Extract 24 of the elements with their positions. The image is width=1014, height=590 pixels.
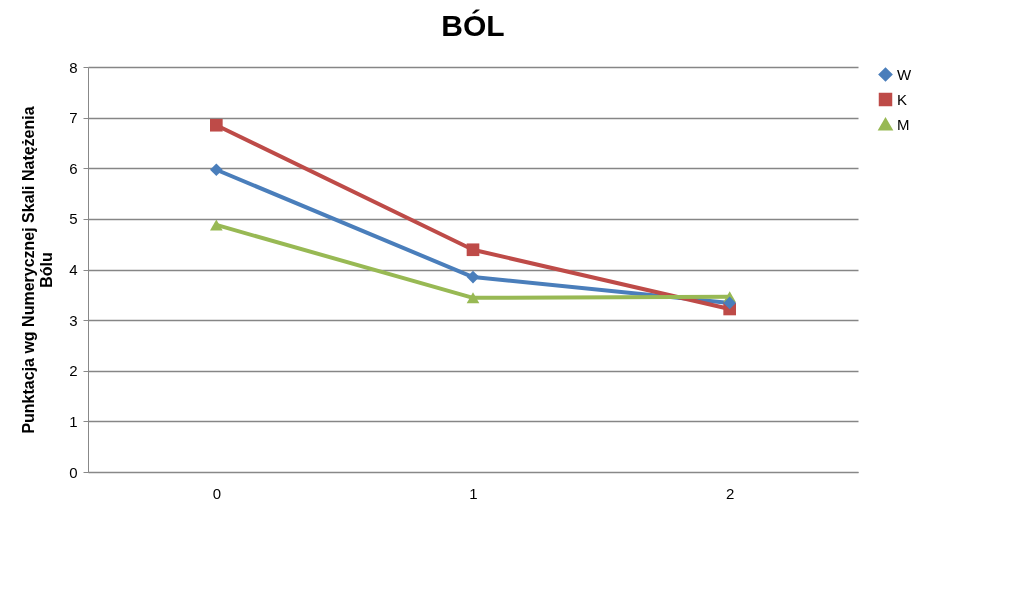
x-tick-label: 0 (212, 484, 222, 502)
y-tick-label: 4 (69, 261, 78, 278)
y-tick-label: 5 (69, 210, 78, 228)
point (466, 270, 480, 284)
point (210, 118, 223, 132)
chart-title: BÓL (441, 9, 505, 42)
point (210, 163, 223, 177)
y-tick-label: 8 (69, 58, 78, 76)
y-axis-title: Punktacja wg Numerycznej Skali Natężenia Bólu (20, 106, 56, 434)
point (210, 219, 223, 231)
point (466, 243, 480, 257)
point (466, 292, 480, 304)
y-tick-label: 1 (69, 412, 78, 430)
legend-label: W (897, 65, 912, 83)
legend-label: K (897, 90, 908, 108)
legend-label: M (897, 115, 910, 133)
y-tick-label: 2 (69, 362, 78, 380)
y-tick-label: 7 (69, 109, 78, 127)
x-tick-label: 2 (725, 484, 735, 502)
y-tick-label: 6 (69, 159, 78, 177)
point (723, 296, 736, 310)
y-tick-label: 0 (69, 463, 78, 481)
y-tick-label: 3 (69, 311, 78, 329)
x-tick-label: 1 (469, 484, 478, 502)
